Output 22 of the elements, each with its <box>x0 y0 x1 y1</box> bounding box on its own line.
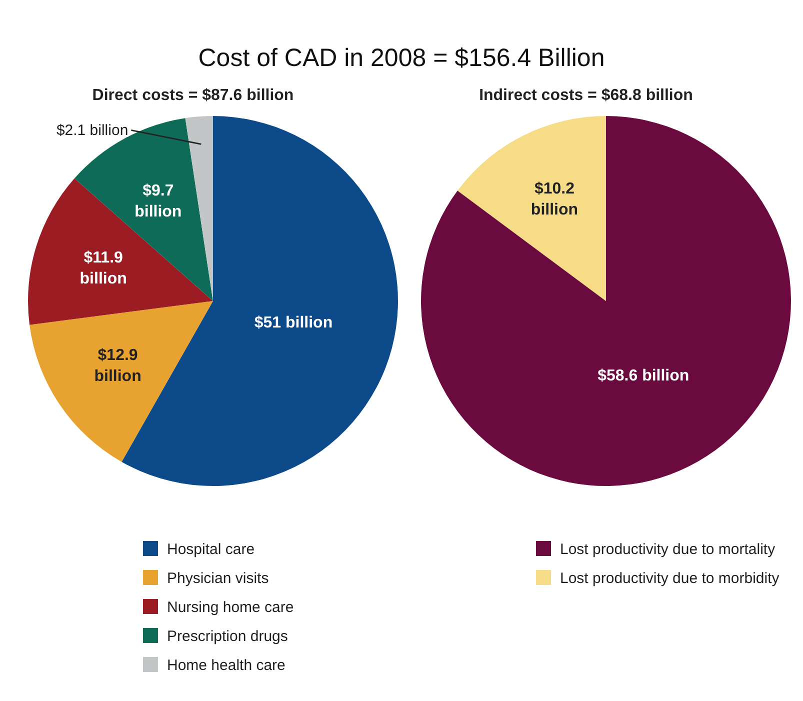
legend-label: Home health care <box>167 657 286 674</box>
pie-slice <box>421 116 791 486</box>
data-label: $10.2 billion <box>530 180 578 219</box>
data-label: $58.6 billion <box>598 367 690 384</box>
data-label: $51 billion <box>254 314 333 332</box>
legend-label: Nursing home care <box>167 599 294 616</box>
chart-subtitle: Direct costs = $87.6 billion <box>92 87 294 104</box>
pie-slice <box>28 178 213 325</box>
legend-label: Hospital care <box>167 541 255 558</box>
chart-title: Cost of CAD in 2008 = $156.4 Billion <box>198 44 605 72</box>
data-label: $12.9 billion <box>94 346 142 385</box>
legend-label: Prescription drugs <box>167 628 288 645</box>
pie-slice <box>458 116 606 301</box>
legend-label: Lost productivity due to morbidity <box>560 570 780 587</box>
legend-label: Physician visits <box>167 570 269 587</box>
data-label: $9.7 billion <box>134 182 182 220</box>
pie-slice <box>185 116 213 301</box>
legend-label: Lost productivity due to mortality <box>560 541 776 558</box>
chart-subtitle: Indirect costs = $68.8 billion <box>479 87 693 104</box>
data-label: $11.9 billion <box>80 249 127 288</box>
pie-slice <box>30 301 213 462</box>
data-label: $2.1 billion <box>56 122 128 140</box>
